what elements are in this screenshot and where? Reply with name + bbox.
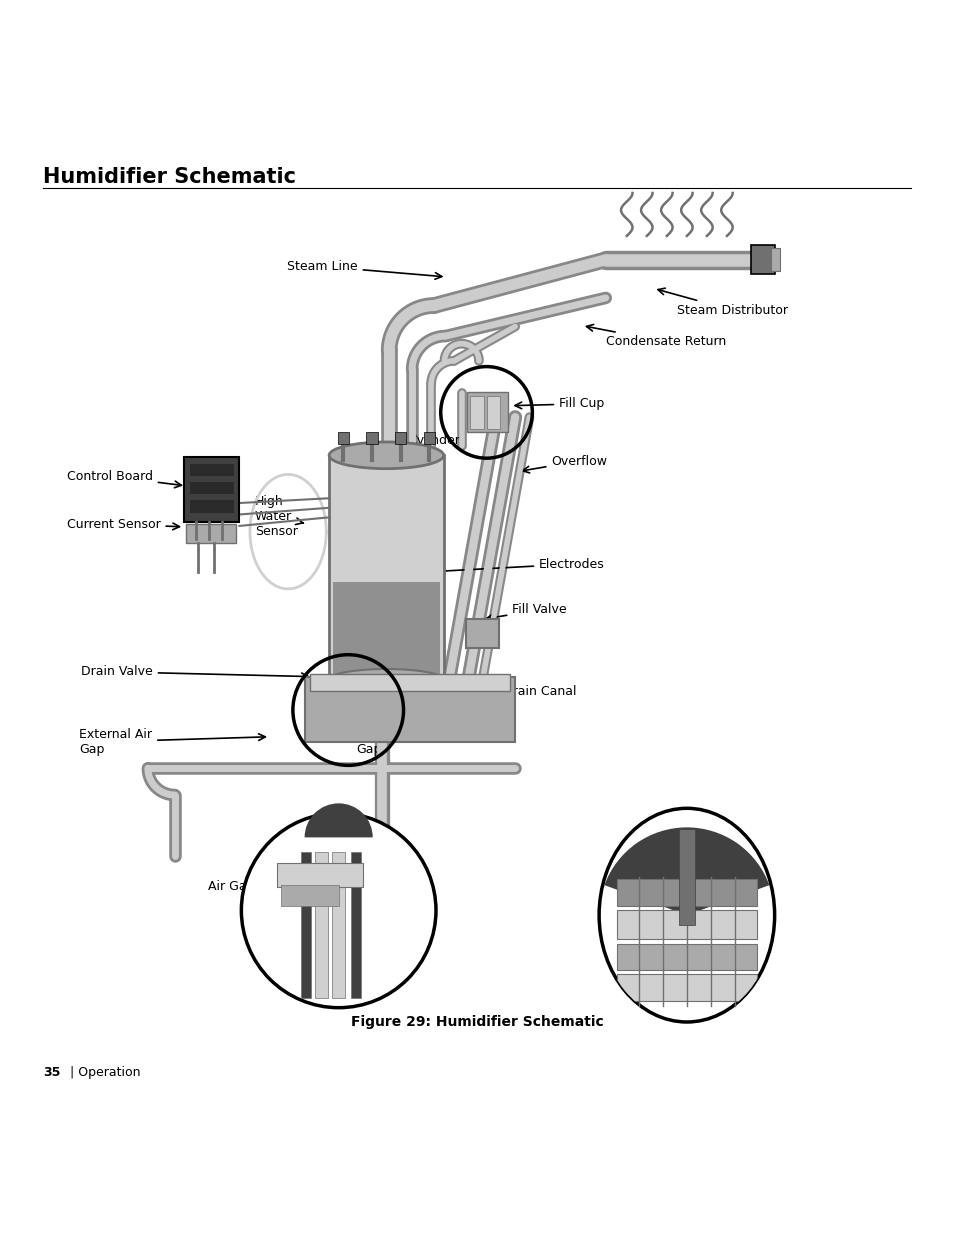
Bar <box>329 456 443 679</box>
Bar <box>616 944 757 971</box>
Bar <box>186 524 235 543</box>
Bar <box>332 852 345 998</box>
Text: Fill Cup: Fill Cup <box>515 398 603 410</box>
Bar <box>190 464 233 477</box>
Text: Steam Distributor: Steam Distributor <box>658 288 787 317</box>
Bar <box>351 852 360 998</box>
Bar <box>616 879 757 905</box>
Bar <box>305 677 515 741</box>
Bar <box>366 432 377 443</box>
Bar <box>310 674 510 690</box>
Ellipse shape <box>329 442 443 468</box>
Bar <box>333 582 439 676</box>
Text: Fill Valve: Fill Valve <box>486 604 566 621</box>
Text: Air Gap: Air Gap <box>208 881 286 893</box>
Bar <box>337 432 349 443</box>
Text: Condensate Return: Condensate Return <box>586 325 725 348</box>
Bar <box>465 620 498 648</box>
Text: Overflow: Overflow <box>522 454 607 473</box>
Text: Cylinder: Cylinder <box>385 433 459 463</box>
Text: Drain Valve: Drain Valve <box>81 666 308 679</box>
Bar <box>301 852 311 998</box>
Text: Drain Canal: Drain Canal <box>472 685 576 699</box>
Ellipse shape <box>329 669 443 690</box>
Bar <box>679 829 694 925</box>
Text: External Air
Gap: External Air Gap <box>79 727 265 756</box>
Bar <box>750 246 774 274</box>
Text: Electrodes: Electrodes <box>400 557 604 577</box>
Bar <box>467 393 507 432</box>
Bar <box>470 396 483 429</box>
Bar <box>314 852 328 998</box>
Text: High
Water
Sensor: High Water Sensor <box>254 495 303 538</box>
Bar <box>486 396 499 429</box>
Bar <box>616 910 757 939</box>
Text: | Operation: | Operation <box>70 1066 140 1079</box>
Wedge shape <box>604 827 768 915</box>
Bar <box>190 500 233 513</box>
Bar <box>190 482 233 494</box>
Text: Current Sensor: Current Sensor <box>67 517 179 531</box>
Bar <box>184 457 239 522</box>
Circle shape <box>241 813 436 1008</box>
Text: Figure 29: Humidifier Schematic: Figure 29: Humidifier Schematic <box>351 1015 602 1029</box>
Text: Steam Line: Steam Line <box>287 259 441 279</box>
Text: Internal Air
Gap: Internal Air Gap <box>355 721 425 756</box>
Wedge shape <box>304 803 373 837</box>
Bar <box>616 974 757 1002</box>
Bar <box>395 432 406 443</box>
Bar <box>281 884 338 905</box>
Bar <box>276 863 362 887</box>
Text: Humidifier Schematic: Humidifier Schematic <box>43 167 295 188</box>
Ellipse shape <box>598 808 774 1023</box>
Bar <box>423 432 435 443</box>
Text: 35: 35 <box>43 1066 60 1079</box>
Bar <box>770 248 780 272</box>
Text: Control Board: Control Board <box>67 469 181 488</box>
